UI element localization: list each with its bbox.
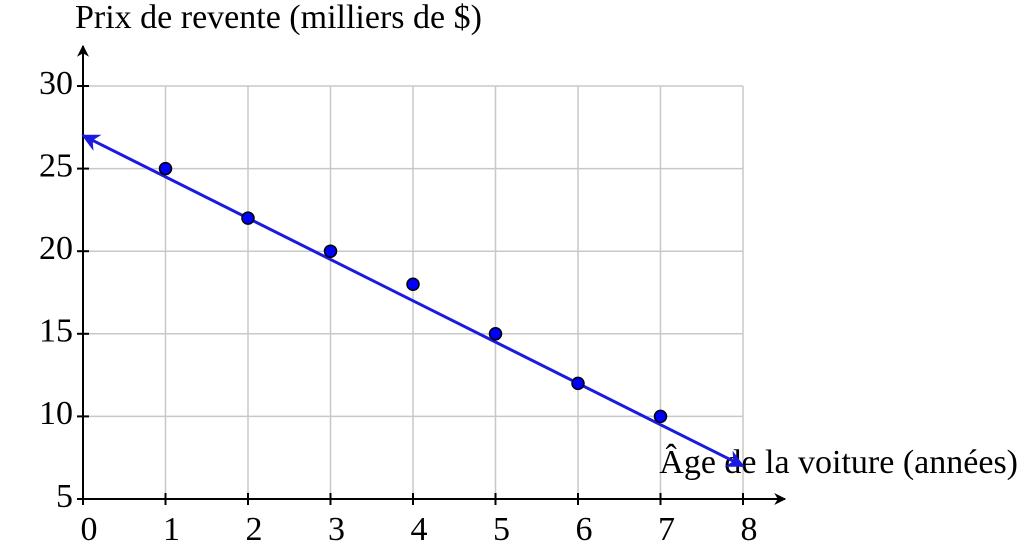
x-tick-label: 2 (246, 511, 263, 548)
grid (82, 85, 744, 500)
y-axis-title: Prix de revente (milliers de $) (75, 0, 482, 36)
x-tick-label: 1 (163, 511, 180, 548)
x-tick-label: 7 (658, 511, 675, 548)
x-tick-label: 3 (328, 511, 345, 548)
x-tick-label: 6 (576, 511, 593, 548)
data-point (571, 376, 585, 391)
y-tick-label: 10 (39, 395, 73, 432)
y-tick-label: 15 (39, 313, 73, 350)
y-tick-label: 5 (56, 478, 73, 515)
y-tick-label: 30 (39, 65, 73, 102)
data-point (653, 409, 668, 424)
data-point (158, 161, 173, 176)
data-point (241, 211, 255, 225)
x-tick-label: 0 (81, 511, 98, 548)
y-tick-label: 20 (39, 230, 73, 267)
trend-line (81, 134, 745, 468)
data-point (323, 244, 338, 258)
data-point (406, 277, 420, 291)
x-tick-label: 8 (741, 511, 758, 548)
y-tick-label: 25 (39, 147, 73, 184)
x-tick-label: 5 (493, 511, 510, 548)
data-point (488, 327, 503, 341)
x-tick-label: 4 (411, 511, 428, 548)
